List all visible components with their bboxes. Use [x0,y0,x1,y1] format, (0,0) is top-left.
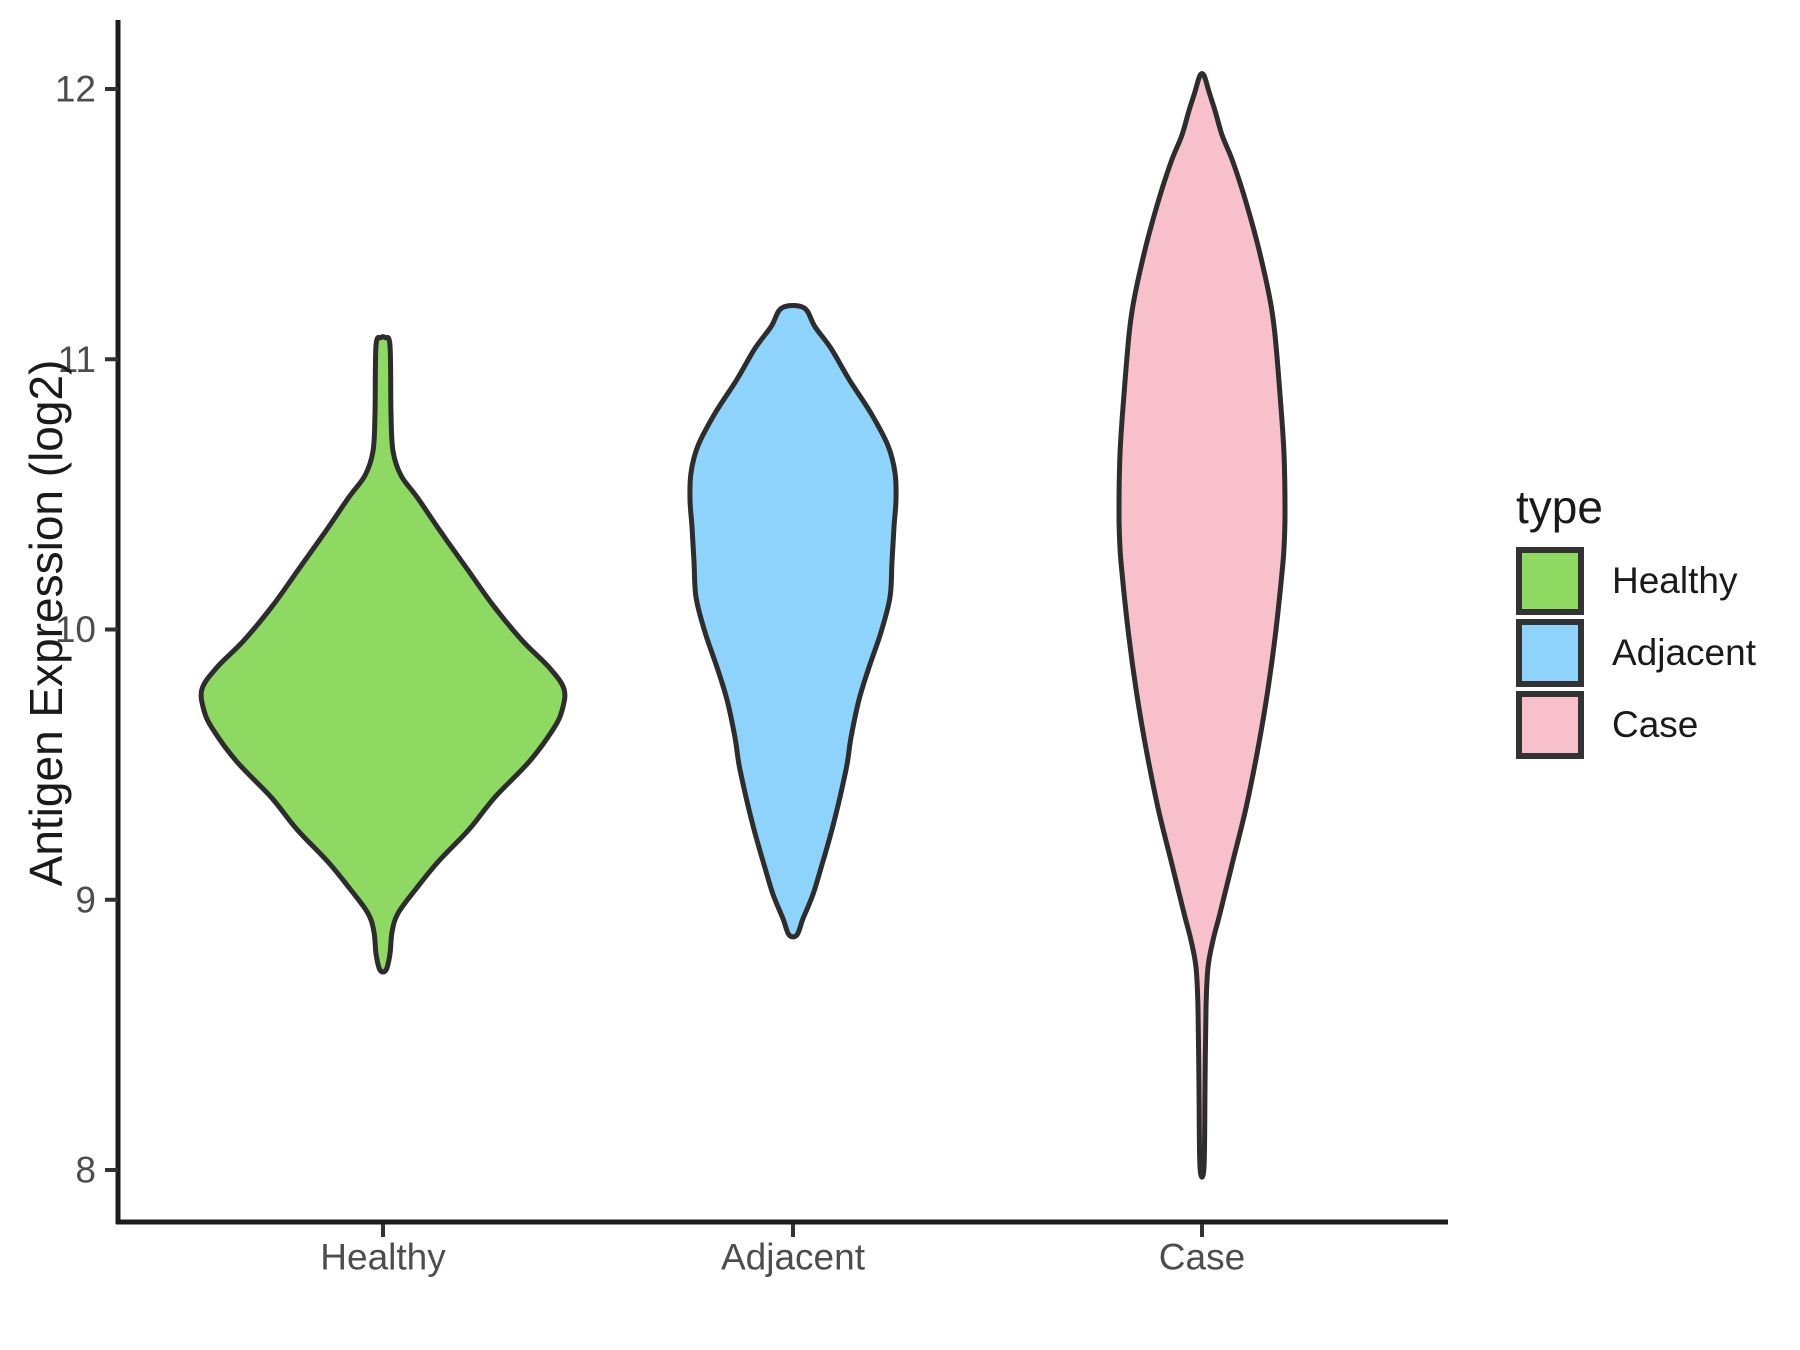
violin-adjacent [687,303,899,940]
y-tick-label-10: 10 [55,609,96,650]
legend-entry-healthy: Healthy [1516,546,1756,615]
legend-entry-case: Case [1516,690,1756,759]
legend-label-healthy: Healthy [1612,559,1738,601]
y-tick-label-11: 11 [58,339,96,380]
legend: type Healthy Adjacent Case [1516,482,1756,759]
legend-items: Healthy Adjacent Case [1516,546,1756,759]
legend-title: type [1516,481,1603,533]
legend-entry-adjacent: Adjacent [1516,618,1756,687]
y-tick-label-8: 8 [75,1150,96,1191]
violin-case [1116,71,1288,1180]
x-tick-label-healthy: Healthy [320,1237,446,1278]
y-axis-title: Antigen Expression (log2) [20,360,72,887]
legend-label-adjacent: Adjacent [1612,631,1756,673]
x-tick-label-adjacent: Adjacent [721,1237,866,1278]
legend-swatch-healthy [1516,546,1584,615]
violin-healthy [198,334,568,975]
legend-label-case: Case [1612,703,1699,745]
legend-swatch-case [1516,690,1584,759]
x-tick-label-case: Case [1159,1237,1245,1278]
legend-swatch-adjacent [1516,618,1584,687]
y-tick-label-9: 9 [75,879,96,920]
y-tick-label-12: 12 [55,69,96,110]
